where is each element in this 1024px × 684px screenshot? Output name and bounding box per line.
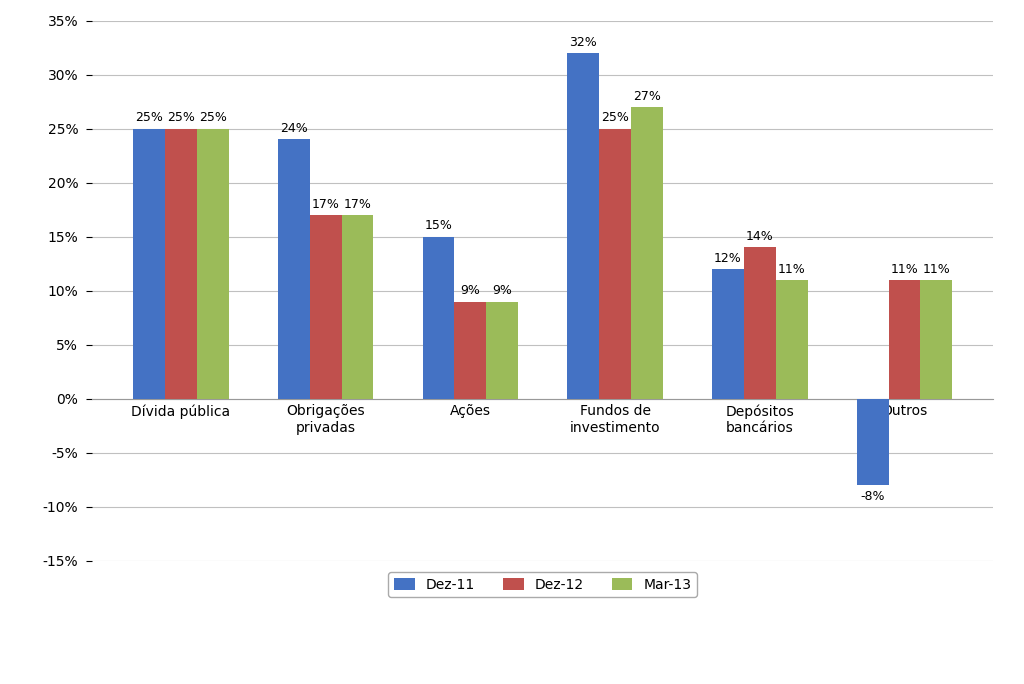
Bar <box>309 215 342 399</box>
Bar <box>165 129 197 399</box>
Text: 25%: 25% <box>135 111 163 124</box>
Bar <box>921 280 952 399</box>
Text: 27%: 27% <box>633 90 660 103</box>
Text: 11%: 11% <box>891 263 919 276</box>
Text: 25%: 25% <box>199 111 226 124</box>
Text: 14%: 14% <box>745 230 774 243</box>
Bar <box>342 215 374 399</box>
Text: 25%: 25% <box>601 111 629 124</box>
Bar <box>631 107 663 399</box>
Text: 17%: 17% <box>343 198 372 211</box>
Bar <box>857 399 889 485</box>
Text: 15%: 15% <box>425 220 453 233</box>
Bar <box>278 140 309 399</box>
Text: 11%: 11% <box>923 263 950 276</box>
Bar <box>599 129 631 399</box>
Bar <box>423 237 455 399</box>
Bar <box>197 129 228 399</box>
Legend: Dez-11, Dez-12, Mar-13: Dez-11, Dez-12, Mar-13 <box>388 572 697 597</box>
Text: 9%: 9% <box>461 284 480 297</box>
Bar <box>455 302 486 399</box>
Text: 12%: 12% <box>714 252 741 265</box>
Bar <box>776 280 808 399</box>
Text: -8%: -8% <box>860 490 885 503</box>
Text: 32%: 32% <box>569 36 597 49</box>
Bar <box>133 129 165 399</box>
Text: 11%: 11% <box>778 263 806 276</box>
Text: 9%: 9% <box>493 284 512 297</box>
Text: 17%: 17% <box>311 198 340 211</box>
Bar <box>712 269 743 399</box>
Bar <box>486 302 518 399</box>
Bar <box>743 248 776 399</box>
Bar <box>567 53 599 399</box>
Text: 25%: 25% <box>167 111 195 124</box>
Bar <box>889 280 921 399</box>
Text: 24%: 24% <box>280 122 307 135</box>
